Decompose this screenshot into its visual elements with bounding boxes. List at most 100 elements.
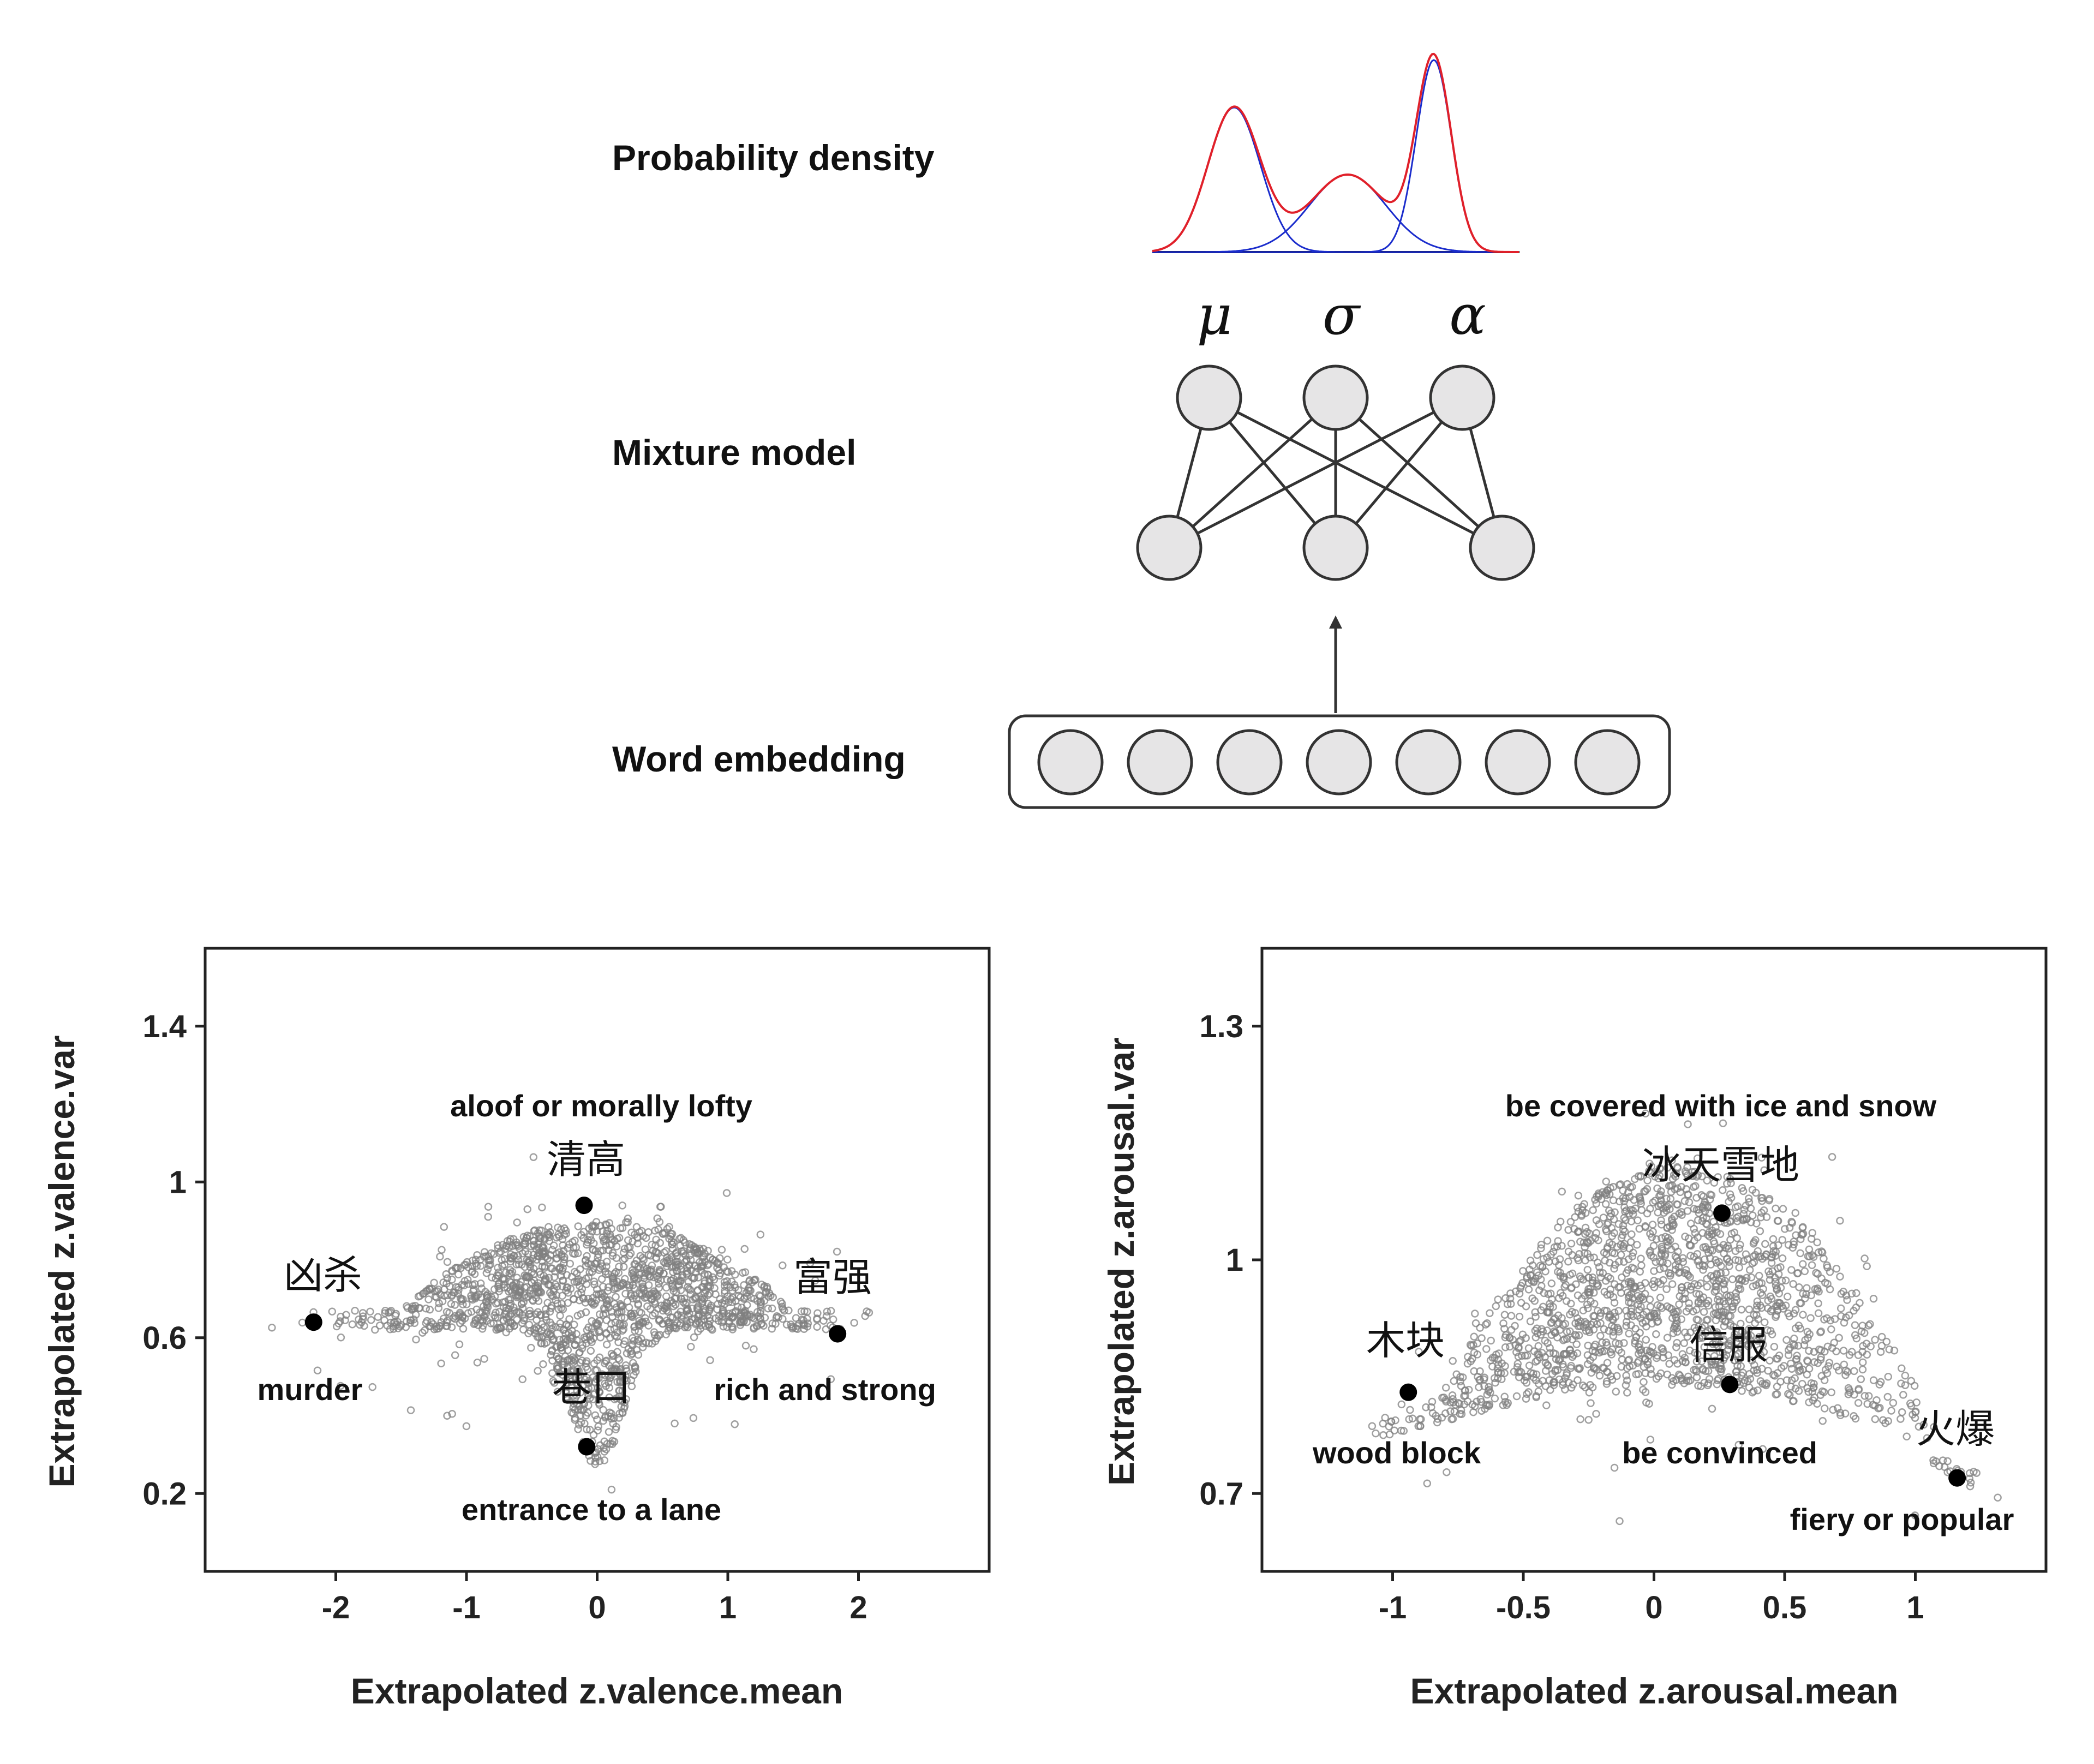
data-point — [1492, 1302, 1500, 1311]
data-point — [581, 1376, 589, 1384]
data-point — [1808, 1261, 1816, 1270]
data-point — [1567, 1307, 1576, 1316]
data-point — [1494, 1360, 1503, 1369]
data-point — [1887, 1407, 1895, 1415]
data-point — [1501, 1333, 1510, 1342]
data-point — [582, 1308, 590, 1317]
data-point — [723, 1281, 731, 1289]
data-point — [1488, 1354, 1497, 1362]
data-point — [1708, 1340, 1717, 1348]
data-point — [555, 1264, 564, 1272]
data-point — [482, 1269, 491, 1277]
data-point — [789, 1323, 798, 1331]
data-point — [1560, 1335, 1569, 1343]
data-point — [1815, 1287, 1823, 1296]
data-point — [1720, 1322, 1728, 1330]
data-point — [569, 1353, 577, 1361]
data-point — [1699, 1293, 1708, 1301]
data-point — [1871, 1401, 1879, 1410]
data-point — [572, 1243, 581, 1252]
data-point — [1624, 1293, 1633, 1302]
data-point — [1543, 1326, 1551, 1335]
data-point — [1524, 1285, 1533, 1294]
data-point — [490, 1311, 499, 1320]
data-point — [1803, 1356, 1811, 1365]
data-point — [1671, 1320, 1679, 1329]
data-point — [1693, 1350, 1702, 1359]
data-point — [1592, 1409, 1600, 1418]
data-point — [1684, 1271, 1692, 1279]
data-point — [494, 1268, 502, 1277]
data-point — [1529, 1370, 1537, 1378]
output-node-alpha — [1429, 364, 1495, 431]
data-point — [1531, 1358, 1540, 1366]
data-point — [1754, 1247, 1762, 1255]
data-point — [1836, 1411, 1845, 1420]
data-point — [1581, 1223, 1590, 1232]
data-point — [704, 1247, 712, 1255]
data-point — [1685, 1347, 1694, 1355]
highlight-point — [1399, 1383, 1417, 1401]
data-point — [603, 1439, 612, 1448]
data-point — [1889, 1398, 1898, 1407]
data-point — [1847, 1289, 1856, 1298]
data-point — [594, 1422, 602, 1431]
data-point — [1897, 1379, 1905, 1388]
data-point — [1631, 1337, 1640, 1346]
data-point — [753, 1297, 762, 1305]
x-tick-label: 0 — [588, 1590, 606, 1625]
highlight-point — [578, 1438, 596, 1456]
data-point — [631, 1230, 639, 1239]
data-point — [1763, 1326, 1772, 1335]
data-point — [1745, 1305, 1754, 1313]
data-point — [638, 1318, 647, 1326]
data-point — [1676, 1268, 1684, 1276]
data-point — [1692, 1373, 1701, 1382]
data-point — [1807, 1291, 1815, 1300]
data-point — [595, 1401, 603, 1409]
data-point — [608, 1313, 617, 1321]
data-point — [561, 1352, 570, 1361]
data-point — [689, 1414, 698, 1422]
data-point — [1618, 1273, 1626, 1282]
data-point — [1703, 1353, 1712, 1361]
data-point — [1803, 1370, 1811, 1379]
data-point — [756, 1230, 765, 1239]
data-point — [496, 1247, 505, 1256]
data-point — [586, 1426, 594, 1434]
data-point — [313, 1366, 322, 1374]
data-point — [634, 1262, 643, 1271]
data-point — [1724, 1341, 1732, 1349]
data-point — [762, 1288, 770, 1296]
data-point — [541, 1313, 550, 1321]
data-point — [427, 1318, 435, 1326]
data-point — [632, 1346, 641, 1354]
data-point — [1826, 1268, 1834, 1276]
data-point — [470, 1285, 478, 1294]
data-point — [564, 1299, 572, 1307]
data-point — [620, 1404, 629, 1413]
data-point — [535, 1237, 543, 1245]
data-point — [1896, 1415, 1905, 1423]
data-point — [1440, 1394, 1448, 1402]
data-point — [505, 1295, 513, 1304]
data-point — [1623, 1288, 1632, 1297]
data-point — [1745, 1325, 1753, 1334]
data-point — [1622, 1381, 1630, 1389]
data-point — [1642, 1336, 1650, 1344]
data-point — [1753, 1369, 1761, 1377]
data-point — [538, 1320, 546, 1329]
data-point — [447, 1323, 456, 1331]
data-point — [800, 1307, 809, 1315]
data-point — [549, 1241, 558, 1249]
data-point — [549, 1377, 558, 1385]
data-point — [1575, 1331, 1583, 1340]
data-point — [1774, 1241, 1782, 1249]
data-point — [1779, 1205, 1787, 1213]
data-point — [1781, 1301, 1790, 1309]
data-point — [582, 1255, 590, 1264]
data-point — [578, 1285, 587, 1293]
data-point — [570, 1367, 578, 1376]
data-point — [1487, 1336, 1495, 1345]
data-point — [1943, 1457, 1952, 1466]
